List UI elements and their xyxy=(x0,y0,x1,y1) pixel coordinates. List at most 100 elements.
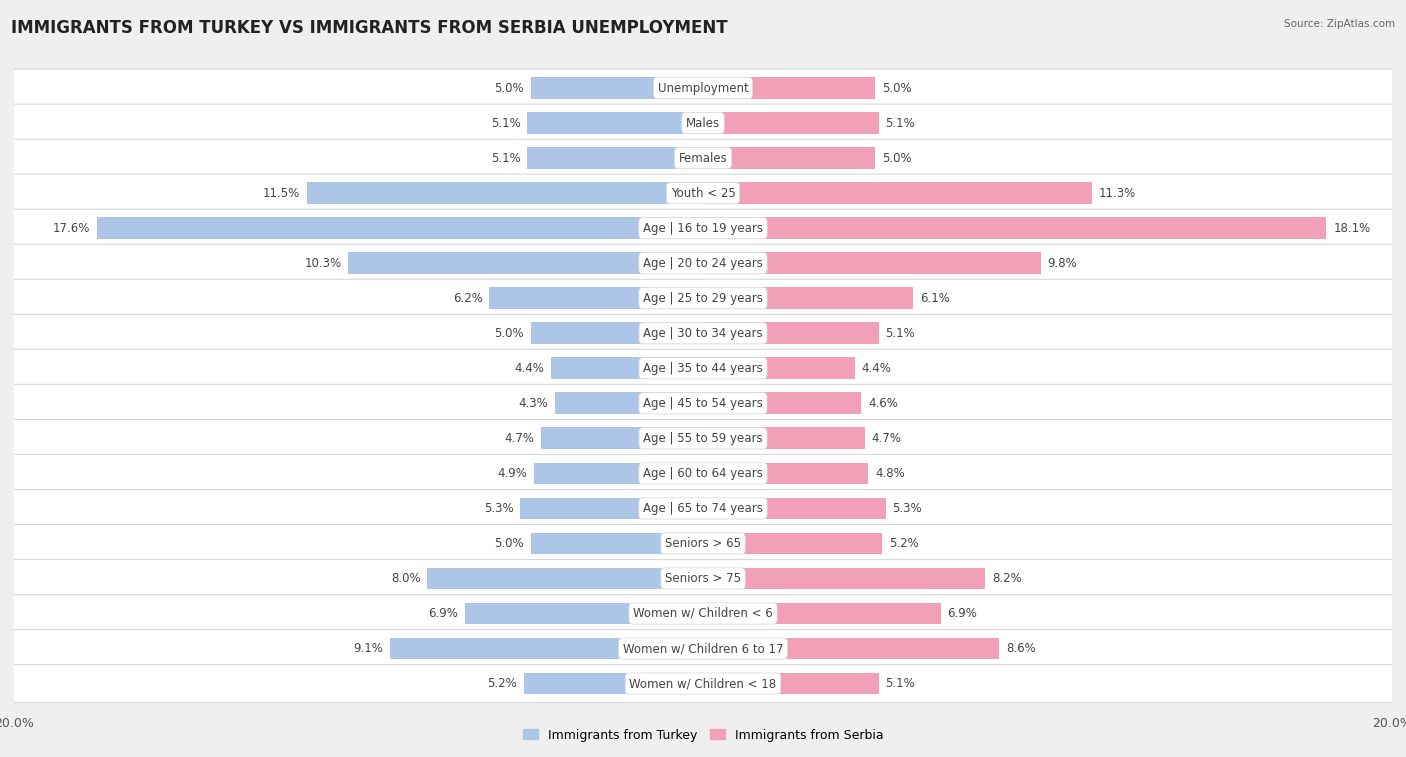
Text: Unemployment: Unemployment xyxy=(658,82,748,95)
Text: 4.7%: 4.7% xyxy=(505,431,534,445)
Bar xyxy=(465,603,703,625)
Text: 8.0%: 8.0% xyxy=(391,572,420,585)
Bar xyxy=(703,497,886,519)
Bar xyxy=(703,673,879,694)
Text: 17.6%: 17.6% xyxy=(52,222,90,235)
Bar xyxy=(531,77,703,99)
Bar xyxy=(703,428,865,449)
FancyBboxPatch shape xyxy=(10,174,1396,212)
Text: Age | 60 to 64 years: Age | 60 to 64 years xyxy=(643,467,763,480)
Text: 5.0%: 5.0% xyxy=(495,327,524,340)
Text: 5.3%: 5.3% xyxy=(484,502,513,515)
Text: 5.0%: 5.0% xyxy=(882,151,911,164)
Bar xyxy=(703,288,912,309)
Bar xyxy=(703,322,879,344)
FancyBboxPatch shape xyxy=(10,559,1396,597)
Bar xyxy=(349,252,703,274)
FancyBboxPatch shape xyxy=(10,454,1396,492)
Bar xyxy=(520,497,703,519)
Text: 5.1%: 5.1% xyxy=(886,327,915,340)
Text: 5.2%: 5.2% xyxy=(488,677,517,690)
Text: 11.5%: 11.5% xyxy=(263,187,299,200)
Legend: Immigrants from Turkey, Immigrants from Serbia: Immigrants from Turkey, Immigrants from … xyxy=(523,728,883,742)
Text: 4.8%: 4.8% xyxy=(875,467,905,480)
Bar xyxy=(531,533,703,554)
Text: 5.0%: 5.0% xyxy=(495,82,524,95)
Bar xyxy=(703,217,1326,239)
Text: 8.2%: 8.2% xyxy=(993,572,1022,585)
Bar xyxy=(531,322,703,344)
Text: Age | 65 to 74 years: Age | 65 to 74 years xyxy=(643,502,763,515)
Bar xyxy=(389,637,703,659)
FancyBboxPatch shape xyxy=(10,104,1396,142)
Bar xyxy=(703,463,869,484)
Text: Youth < 25: Youth < 25 xyxy=(671,187,735,200)
FancyBboxPatch shape xyxy=(10,209,1396,247)
FancyBboxPatch shape xyxy=(10,665,1396,702)
Text: 8.6%: 8.6% xyxy=(1007,642,1036,655)
FancyBboxPatch shape xyxy=(10,594,1396,632)
Bar xyxy=(703,637,1000,659)
Text: Seniors > 65: Seniors > 65 xyxy=(665,537,741,550)
Bar xyxy=(555,392,703,414)
Text: 6.9%: 6.9% xyxy=(429,607,458,620)
Text: 4.6%: 4.6% xyxy=(869,397,898,410)
Bar xyxy=(541,428,703,449)
Text: Age | 20 to 24 years: Age | 20 to 24 years xyxy=(643,257,763,269)
Text: 18.1%: 18.1% xyxy=(1333,222,1371,235)
Text: 4.4%: 4.4% xyxy=(515,362,544,375)
Text: 5.0%: 5.0% xyxy=(495,537,524,550)
Bar xyxy=(703,603,941,625)
Bar xyxy=(307,182,703,204)
Text: 5.1%: 5.1% xyxy=(491,151,520,164)
Bar xyxy=(489,288,703,309)
Text: 9.8%: 9.8% xyxy=(1047,257,1077,269)
Text: 5.1%: 5.1% xyxy=(491,117,520,129)
Text: Age | 25 to 29 years: Age | 25 to 29 years xyxy=(643,291,763,305)
Text: 4.4%: 4.4% xyxy=(862,362,891,375)
Text: Women w/ Children < 18: Women w/ Children < 18 xyxy=(630,677,776,690)
Bar xyxy=(524,673,703,694)
Text: 5.3%: 5.3% xyxy=(893,502,922,515)
Bar xyxy=(703,112,879,134)
Text: Source: ZipAtlas.com: Source: ZipAtlas.com xyxy=(1284,19,1395,29)
Text: 5.1%: 5.1% xyxy=(886,677,915,690)
Bar xyxy=(551,357,703,379)
Text: 4.3%: 4.3% xyxy=(519,397,548,410)
Text: Seniors > 75: Seniors > 75 xyxy=(665,572,741,585)
Bar xyxy=(703,357,855,379)
Text: Age | 16 to 19 years: Age | 16 to 19 years xyxy=(643,222,763,235)
FancyBboxPatch shape xyxy=(10,419,1396,457)
Text: 10.3%: 10.3% xyxy=(304,257,342,269)
Bar xyxy=(703,533,882,554)
Text: Males: Males xyxy=(686,117,720,129)
Text: 5.0%: 5.0% xyxy=(882,82,911,95)
Bar xyxy=(527,112,703,134)
Bar xyxy=(703,182,1092,204)
Text: Females: Females xyxy=(679,151,727,164)
FancyBboxPatch shape xyxy=(10,279,1396,317)
Text: IMMIGRANTS FROM TURKEY VS IMMIGRANTS FROM SERBIA UNEMPLOYMENT: IMMIGRANTS FROM TURKEY VS IMMIGRANTS FRO… xyxy=(11,19,728,37)
Bar xyxy=(703,252,1040,274)
FancyBboxPatch shape xyxy=(10,69,1396,107)
Text: Age | 45 to 54 years: Age | 45 to 54 years xyxy=(643,397,763,410)
Text: Age | 35 to 44 years: Age | 35 to 44 years xyxy=(643,362,763,375)
FancyBboxPatch shape xyxy=(10,350,1396,387)
Bar xyxy=(97,217,703,239)
Bar xyxy=(703,147,875,169)
Bar xyxy=(703,392,862,414)
FancyBboxPatch shape xyxy=(10,630,1396,668)
Text: 6.2%: 6.2% xyxy=(453,291,482,305)
Text: 4.7%: 4.7% xyxy=(872,431,901,445)
Text: 9.1%: 9.1% xyxy=(353,642,382,655)
FancyBboxPatch shape xyxy=(10,525,1396,562)
Bar xyxy=(427,568,703,589)
Text: 11.3%: 11.3% xyxy=(1099,187,1136,200)
Text: 6.9%: 6.9% xyxy=(948,607,977,620)
Text: 5.2%: 5.2% xyxy=(889,537,918,550)
FancyBboxPatch shape xyxy=(10,139,1396,177)
Bar xyxy=(703,568,986,589)
FancyBboxPatch shape xyxy=(10,490,1396,528)
Text: 4.9%: 4.9% xyxy=(498,467,527,480)
Bar xyxy=(534,463,703,484)
